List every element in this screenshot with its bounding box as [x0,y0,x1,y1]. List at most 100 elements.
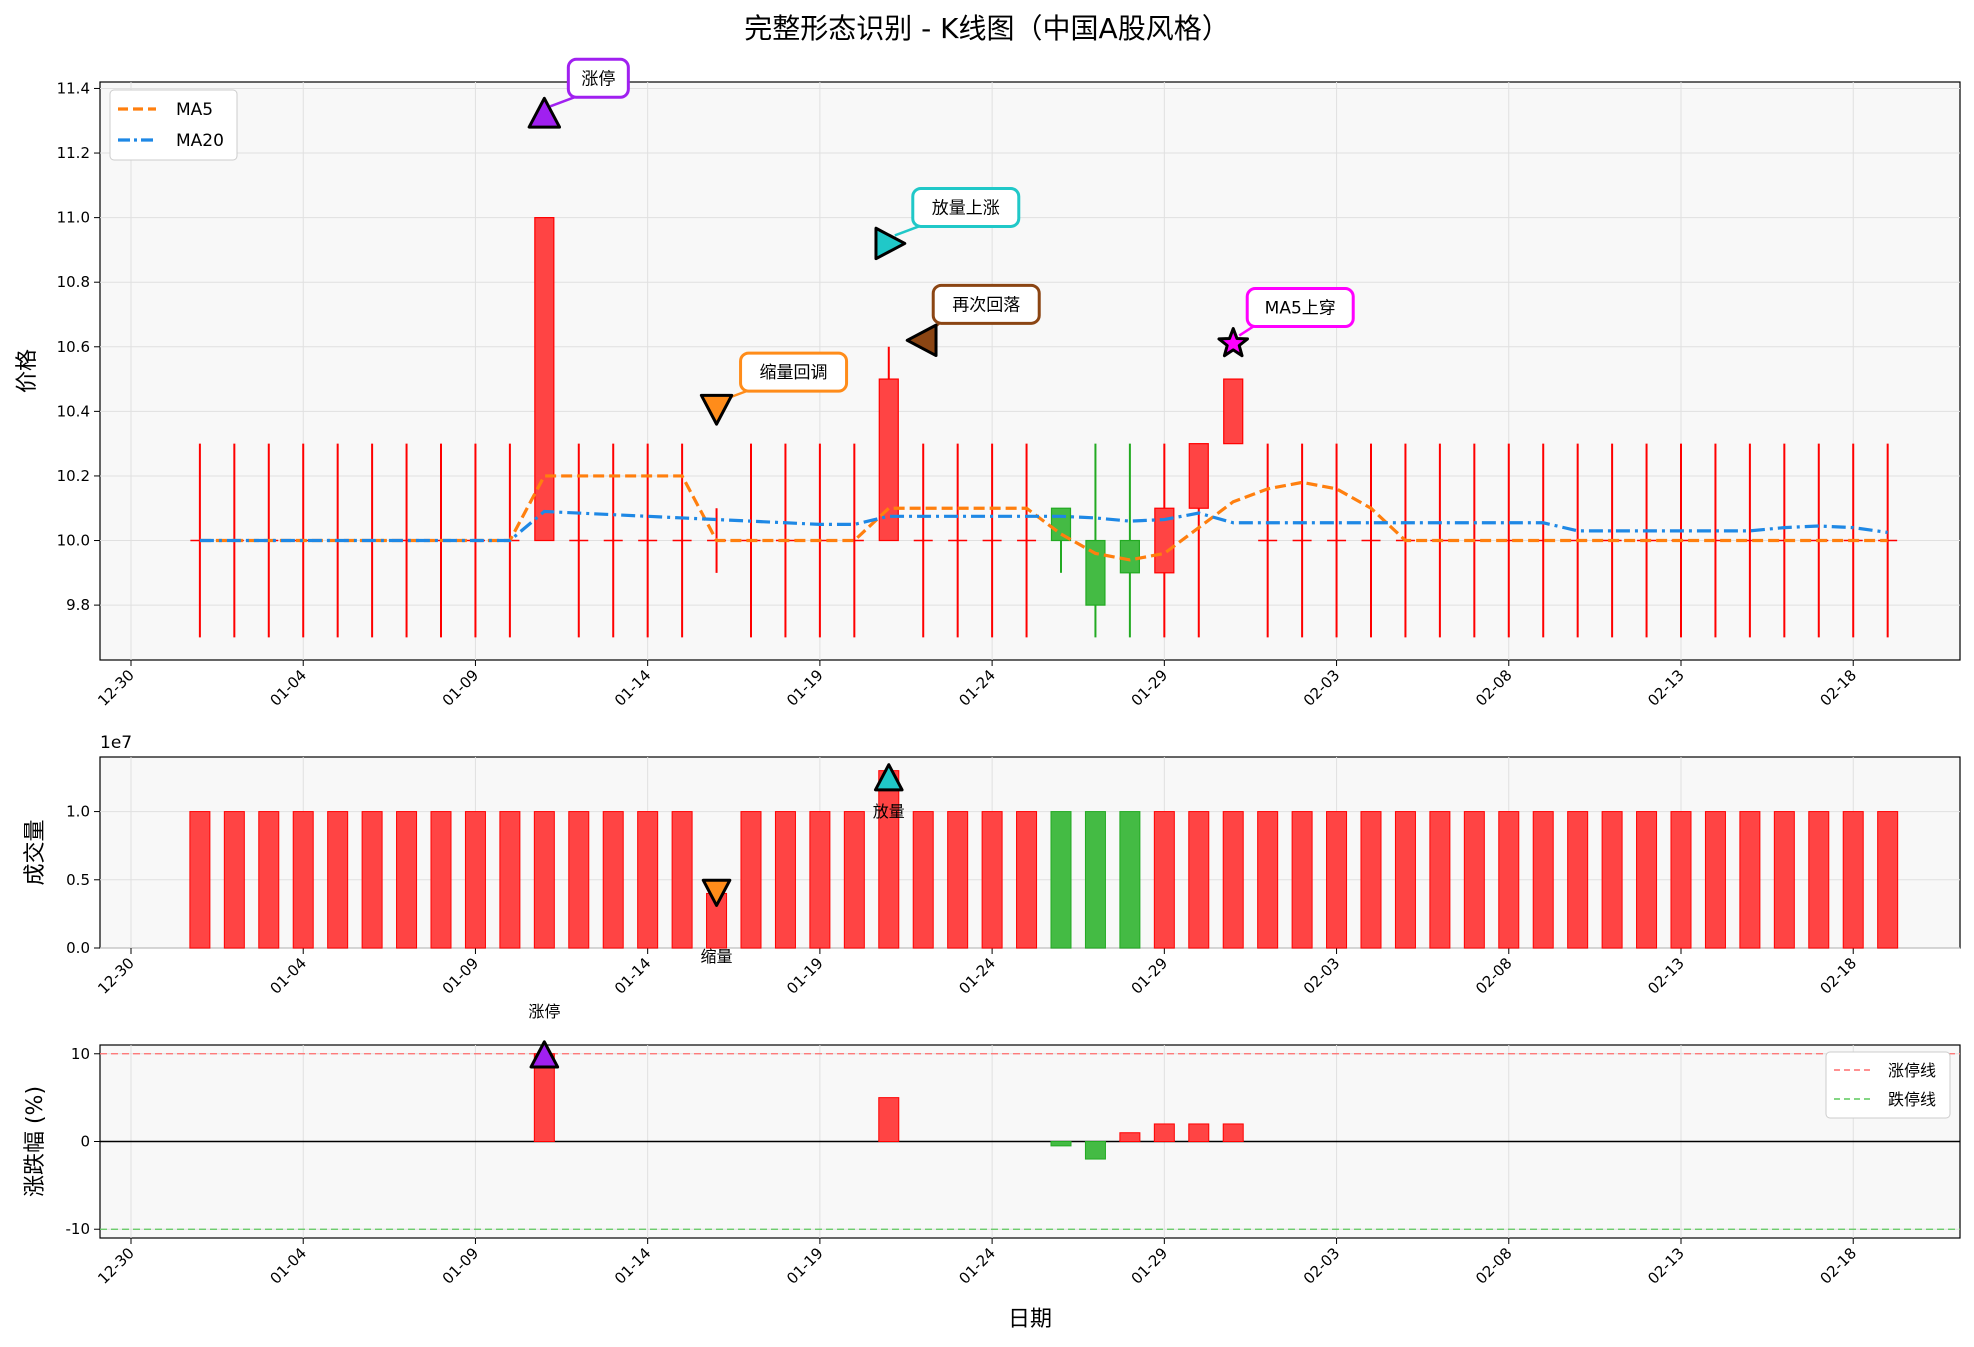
y-axis-label: 价格 [15,349,40,393]
x-tick-label: 02-08 [1472,1244,1516,1288]
ma20-line [199,509,1888,543]
y-tick-label: 10.0 [57,532,90,550]
x-tick-label: 01-24 [955,1244,999,1288]
candle-body [1154,507,1175,574]
x-tick-label: 01-24 [955,666,999,710]
x-tick-label: 12-30 [94,1244,138,1288]
x-tick-label: 01-04 [266,954,310,998]
change-bar [1050,1141,1072,1147]
annotation-marker [701,878,732,907]
x-tick-label: 01-04 [266,666,310,710]
volume-bar [774,811,796,949]
x-tick-label: 01-04 [266,1244,310,1288]
legend-label-ma5: MA5 [176,100,213,120]
change-bar [1153,1123,1175,1143]
x-tick-label: 01-19 [783,666,827,710]
volume-bar [568,811,590,949]
annotation-box [911,186,1021,228]
volume-bar [947,811,969,949]
volume-bar [1842,811,1864,949]
y-tick-label: 10.2 [57,467,90,485]
volume-bar [1636,811,1658,949]
candle-body [1119,539,1140,574]
y-tick-label: 9.8 [66,596,90,614]
annotation-marker [873,763,904,792]
x-tick-label: 12-30 [94,954,138,998]
x-tick-label: 01-19 [783,1244,827,1288]
x-tick-label: 01-29 [1128,666,1172,710]
y-tick-label: 0.0 [66,939,90,957]
volume-bar [1532,811,1554,949]
annotation-label: 涨停 [581,69,615,89]
volume-bar [1326,811,1348,949]
annotation-marker [1217,327,1249,358]
volume-bar [499,811,521,949]
annotation-marker [529,1040,560,1069]
annotation-label: 缩量回调 [760,363,828,383]
chart-title: 完整形态识别 - K线图（中国A股风格） [744,12,1229,45]
x-tick-label: 01-19 [783,954,827,998]
volume-bar [292,811,314,949]
candle-body [534,217,555,542]
annotation-marker [874,226,907,261]
volume-bar [1773,811,1795,949]
x-tick-label: 02-18 [1816,954,1860,998]
volume-bar [671,811,693,949]
x-tick-label: 12-30 [94,666,138,710]
annotation-box [931,283,1041,325]
volume-panel: 0.0 0.5 1.0 12-30 01-04 01-09 01-14 01-19 01-24 0… [23,733,1961,998]
legend-box [1825,1051,1951,1119]
volume-bar [1291,811,1313,949]
x-tick-label: 02-13 [1644,1244,1688,1288]
change-bar [1188,1123,1210,1143]
x-tick-label: 02-03 [1300,666,1344,710]
volume-bar [843,811,865,949]
change-bar [878,1097,900,1142]
x-tick-label: 01-29 [1128,954,1172,998]
legend-label-ma20: MA20 [176,131,224,151]
x-tick-label: 01-09 [439,1244,483,1288]
volume-bar [1257,811,1279,949]
x-tick-label: 01-14 [611,666,655,710]
x-tick-label: 01-14 [611,954,655,998]
volume-bar [1704,811,1726,949]
volume-bar [361,811,383,949]
x-tick-label: 02-18 [1816,1244,1860,1288]
x-tick-label: 02-08 [1472,954,1516,998]
volume-bar [327,811,349,949]
volume-bar [912,811,934,949]
x-tick-label: 01-09 [439,666,483,710]
volume-bar [1153,811,1175,949]
annotation-box [1245,287,1355,329]
volume-bar [533,811,555,949]
volume-bar [1394,811,1416,949]
y-tick-label: 10.4 [57,402,90,420]
y-tick-label: 11.2 [57,144,90,162]
x-tick-label: 02-18 [1816,666,1860,710]
volume-bar [602,811,624,949]
price-panel: 9.8 10.0 10.2 10.4 10.6 10.8 11.0 11.2 11.4 12-30… [15,57,1961,710]
x-tick-label: 02-08 [1472,666,1516,710]
volume-bar [1601,811,1623,949]
volume-bar [1739,811,1761,949]
y-tick-label: 1.0 [66,803,90,821]
volume-bar [223,811,245,949]
y-tick-label: 10.6 [57,338,90,356]
y-tick-label: -10 [66,1220,91,1238]
volume-bar [809,811,831,949]
annotation-label: 再次回落 [952,295,1020,315]
legend-label-limit-down: 跌停线 [1888,1090,1936,1109]
annotation-label: MA5上穿 [1265,299,1336,319]
candle-body [1188,443,1209,509]
volume-bar [740,811,762,949]
annotation-label: 缩量 [701,947,733,966]
annotation-label: 放量上涨 [932,198,1000,218]
volume-bar [1670,811,1692,949]
annotation-marker [527,96,562,129]
x-tick-label: 02-13 [1644,954,1688,998]
y-axis-label: 涨跌幅 (%) [23,1086,48,1197]
x-tick-label: 01-24 [955,954,999,998]
volume-bar [1222,811,1244,949]
x-tick-label: 02-03 [1300,1244,1344,1288]
annotation-label: 涨停 [528,1002,560,1021]
